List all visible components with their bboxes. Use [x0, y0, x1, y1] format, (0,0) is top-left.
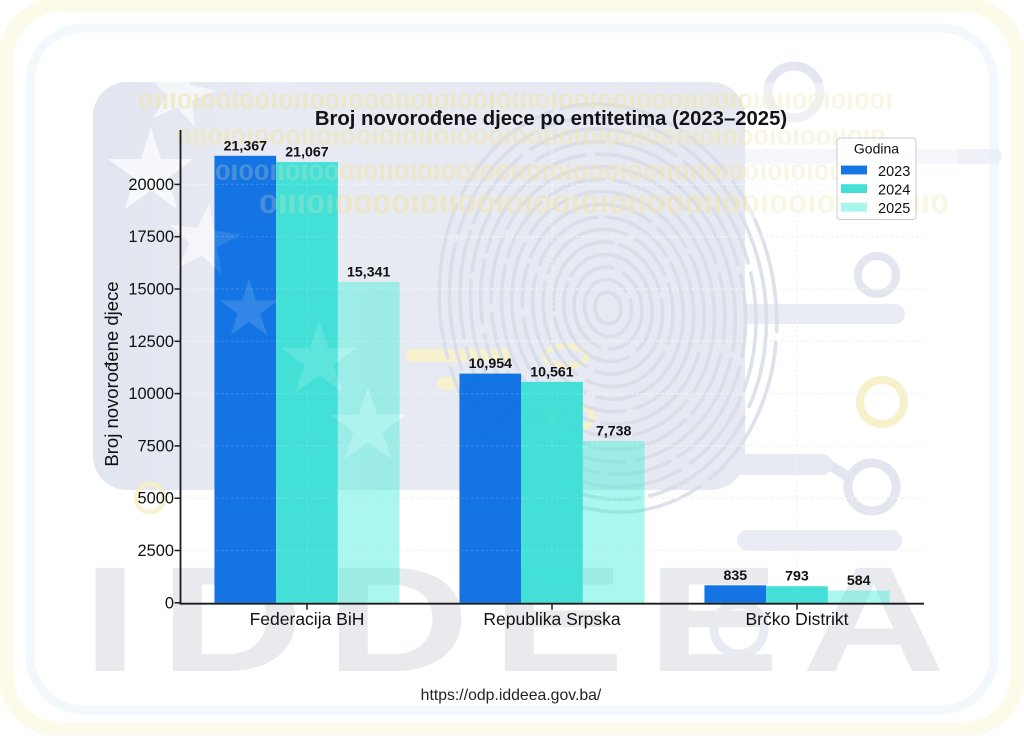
svg-text:10000: 10000 [128, 385, 174, 403]
svg-text:0III0I0000I0II00I0I00I0I0II000: 0III0I0000I0II00I0I00I0I0II000II00I00I0I… [259, 191, 949, 219]
svg-text:Broj novorođene djece po entit: Broj novorođene djece po entitetima (202… [315, 108, 787, 130]
svg-text:17500: 17500 [128, 228, 174, 246]
svg-text:584: 584 [847, 573, 871, 589]
svg-text:0III0I00I00I0II00I000II0I0I00I: 0III0I00I00I0II00I000II0I0I00I0III0I00I0… [138, 89, 893, 114]
svg-text:2025: 2025 [878, 201, 910, 217]
svg-text:0II0I0I000II0I00I0I0II0I000I00: 0II0I0I000II0I00I0I0II0I000I00II0I0I00I0… [176, 125, 886, 150]
svg-text:0II0I0I000II0I00I0I0II0I000I00: 0II0I0I000II0I00I0I0II0I000I00II0I0I00I0… [176, 125, 886, 150]
svg-text:7,738: 7,738 [596, 423, 632, 439]
svg-text:2023: 2023 [878, 164, 910, 180]
svg-text:7500: 7500 [138, 437, 174, 455]
svg-text:Brčko Distrikt: Brčko Distrikt [745, 609, 848, 629]
svg-text:15,341: 15,341 [347, 264, 391, 280]
svg-text:21,367: 21,367 [224, 138, 268, 154]
svg-text:793: 793 [785, 569, 809, 585]
svg-text:0: 0 [165, 594, 174, 612]
svg-text:Godina: Godina [854, 141, 899, 157]
svg-text:15000: 15000 [128, 281, 174, 299]
svg-text:0III0I0000I0II00I0I00I0I0II000: 0III0I0000I0II00I0I00I0I0II000II00I00I0I… [259, 191, 949, 219]
svg-text:0I00II0I000I0II0I0I00I00II0I0I: 0I00II0I000I0II0I0I00I00II0I0I000I00II0I… [215, 160, 845, 185]
svg-text:Federacija BiH: Federacija BiH [250, 609, 365, 629]
svg-text:https://odp.iddeea.gov.ba/: https://odp.iddeea.gov.ba/ [421, 687, 602, 704]
svg-text:21,067: 21,067 [285, 145, 329, 161]
svg-text:Republika Srpska: Republika Srpska [483, 609, 620, 629]
svg-text:0III0I00I00I0II00I000II0I0I00I: 0III0I00I00I0II00I000II0I0I00I0III0I00I0… [138, 89, 893, 114]
svg-text:2500: 2500 [138, 542, 174, 560]
svg-text:10,954: 10,954 [469, 356, 513, 372]
svg-text:12500: 12500 [128, 333, 174, 351]
svg-text:20000: 20000 [128, 176, 174, 194]
svg-text:835: 835 [723, 568, 747, 584]
svg-text:10,561: 10,561 [530, 364, 574, 380]
svg-text:2024: 2024 [878, 183, 910, 199]
svg-text:5000: 5000 [138, 490, 174, 508]
svg-text:Broj novorođene djece: Broj novorođene djece [101, 281, 122, 466]
